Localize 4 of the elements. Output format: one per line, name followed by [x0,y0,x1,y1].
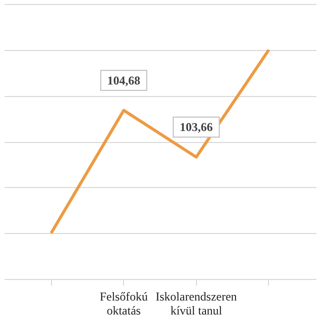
x-tick-label: Felsőfokú oktatás [100,290,148,318]
x-tick-label: Iskolarendszeren kívül tanul [156,290,237,318]
text: 104,68 [107,73,140,88]
text: 103,66 [180,120,213,134]
